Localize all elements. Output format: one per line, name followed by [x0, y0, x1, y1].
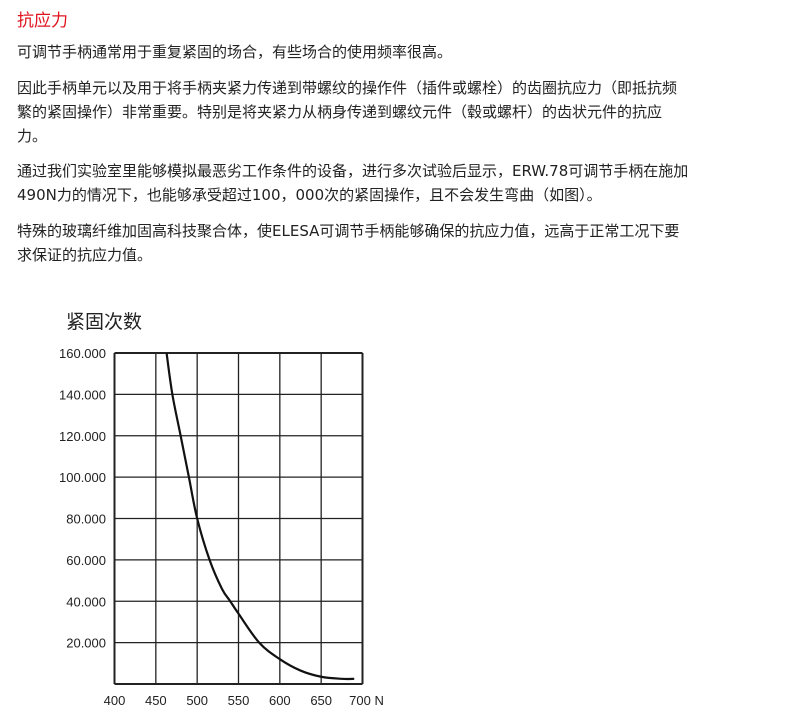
- y-tick-label: 100.000: [59, 470, 106, 485]
- text-line: 490N力的情况下，也能够承受超过100，000次的紧固操作，且不会发生弯曲（如…: [17, 186, 602, 204]
- x-tick-label: 400: [104, 693, 126, 708]
- x-tick-label: 450: [145, 693, 167, 708]
- x-tick-label: 650: [310, 693, 332, 708]
- y-tick-label: 80.000: [66, 512, 106, 527]
- text-line: 可调节手柄通常用于重复紧固的场合，有些场合的使用频率很高。: [17, 43, 453, 61]
- text-line: 因此手柄单元以及用于将手柄夹紧力传递到带螺纹的操作件（插件或螺栓）的齿圈抗应力（…: [17, 79, 678, 97]
- y-tick-label: 40.000: [66, 594, 106, 609]
- text-line: 特殊的玻璃纤维加固高科技聚合体，使ELESA可调节手柄能够确保的抗应力值，远高于…: [17, 222, 680, 240]
- x-tick-label: 500: [186, 693, 208, 708]
- y-tick-label: 60.000: [66, 553, 106, 568]
- x-tick-label: 700 N: [349, 693, 384, 708]
- section-title: 抗应力: [17, 11, 68, 31]
- series-line: [165, 352, 355, 681]
- x-tick-label: 600: [269, 693, 291, 708]
- y-tick-label: 140.000: [59, 387, 106, 402]
- paragraph-3: 通过我们实验室里能够模拟最恶劣工作条件的设备，进行多次试验后显示，ERW.78可…: [17, 159, 688, 207]
- y-tick-label: 120.000: [59, 429, 106, 444]
- text-line: 通过我们实验室里能够模拟最恶劣工作条件的设备，进行多次试验后显示，ERW.78可…: [17, 162, 689, 180]
- text-line: 繁的紧固操作）非常重要。特别是将夹紧力从柄身传递到螺纹元件（毂或螺杆）的齿状元件…: [17, 103, 663, 121]
- text-line: 力。: [17, 127, 48, 145]
- paragraph-2: 因此手柄单元以及用于将手柄夹紧力传递到带螺纹的操作件（插件或螺栓）的齿圈抗应力（…: [17, 76, 677, 148]
- paragraph-1: 可调节手柄通常用于重复紧固的场合，有些场合的使用频率很高。: [17, 40, 452, 64]
- x-tick-label: 550: [228, 693, 250, 708]
- y-tick-label: 160.000: [59, 346, 106, 361]
- paragraph-4: 特殊的玻璃纤维加固高科技聚合体，使ELESA可调节手柄能够确保的抗应力值，远高于…: [17, 219, 679, 267]
- text-line: 求保证的抗应力值。: [17, 246, 153, 264]
- chart-title: 紧固次数: [66, 311, 142, 333]
- y-tick-label: 20.000: [66, 636, 106, 651]
